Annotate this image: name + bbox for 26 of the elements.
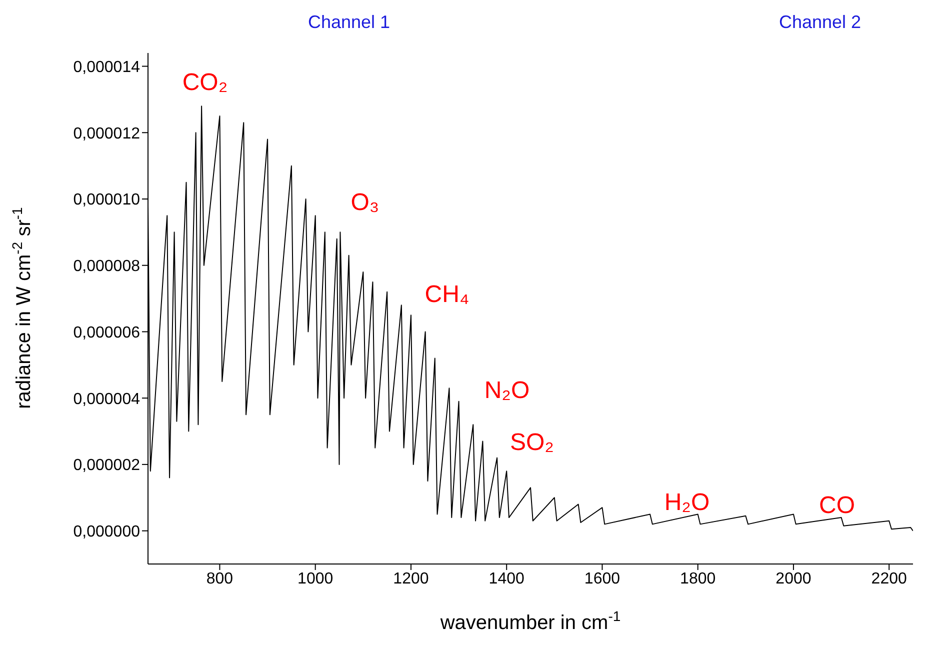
y-tick-label: 0,000000 xyxy=(73,524,140,540)
y-tick-label: 0,000012 xyxy=(73,125,140,142)
x-tick-label: 1000 xyxy=(298,570,334,588)
x-tick-label: 1800 xyxy=(680,570,716,588)
text: Channel 1 xyxy=(308,12,390,32)
x-tick-label: 2000 xyxy=(776,570,812,588)
y-tick-label: 0,000006 xyxy=(73,324,140,342)
y-tick-label: 0,000014 xyxy=(73,58,140,76)
x-axis-title: wavenumber in cm$^{-1}$ xyxy=(439,608,621,634)
annotation: H₂O xyxy=(664,489,710,516)
x-tick-label: 1400 xyxy=(488,570,524,588)
annotation: O₃ xyxy=(350,189,380,216)
x-tick-label: 2200 xyxy=(871,570,907,588)
x-tick-label: 1200 xyxy=(393,570,429,588)
x-tick-label: 800 xyxy=(206,570,234,588)
text: Channel 2 xyxy=(778,12,862,32)
annotation: CH₄ xyxy=(424,281,470,308)
x-tick-label: 1600 xyxy=(584,570,620,588)
annotation: CO₂ xyxy=(182,69,228,96)
y-tick-label: 0,000002 xyxy=(73,457,140,474)
annotation: N₂O xyxy=(484,377,530,404)
annotation: CO xyxy=(819,492,855,519)
annotation: SO₂ xyxy=(510,429,554,456)
y-tick-label: 0,000004 xyxy=(73,390,140,408)
y-tick-label: 0,000008 xyxy=(73,258,140,276)
y-tick-label: 0,000010 xyxy=(73,192,140,209)
